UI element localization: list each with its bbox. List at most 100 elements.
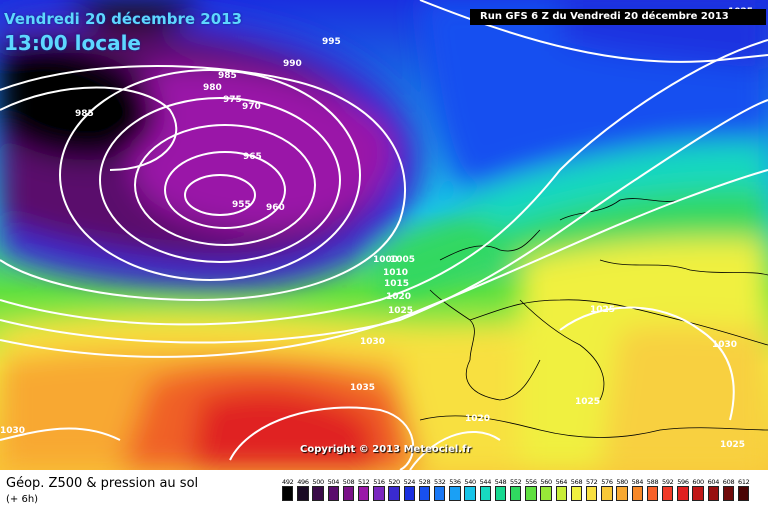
scale-step: 496 — [297, 478, 309, 501]
scale-step-label: 496 — [297, 478, 309, 486]
scale-step-swatch — [707, 486, 719, 501]
isobar-label: 995 — [322, 37, 341, 47]
scale-step: 528 — [418, 478, 431, 501]
isobar-label: 1030 — [0, 426, 25, 436]
scale-step-label: 564 — [555, 478, 568, 486]
scale-step-swatch — [555, 486, 567, 501]
scale-step-swatch — [479, 486, 491, 501]
scale-step: 560 — [540, 478, 552, 501]
scale-step-label: 544 — [479, 478, 492, 486]
scale-step-swatch — [722, 486, 735, 501]
scale-step-swatch — [738, 486, 750, 501]
scale-step-swatch — [586, 486, 598, 501]
scale-step: 508 — [342, 478, 355, 501]
scale-step: 588 — [646, 478, 659, 501]
scale-step-label: 600 — [692, 478, 704, 486]
scale-step-swatch — [403, 486, 415, 501]
scale-step-swatch — [510, 486, 522, 501]
scale-step-swatch — [312, 486, 324, 501]
scale-step-label: 512 — [358, 478, 370, 486]
map-time-title: 13:00 locale — [4, 31, 141, 55]
scale-step-label: 520 — [388, 478, 400, 486]
scale-step-swatch — [297, 486, 309, 501]
scale-step: 572 — [586, 478, 598, 501]
weather-map: 995 990 985 980 975 970 985 965 955 960 1000 1005 10… — [0, 0, 768, 470]
scale-step-swatch — [540, 486, 552, 501]
isobar-label: 970 — [242, 102, 261, 112]
scale-step-label: 508 — [342, 478, 355, 486]
scale-step-label: 580 — [616, 478, 628, 486]
run-info-banner: Run GFS 6 Z du Vendredi 20 décembre 2013 — [470, 9, 766, 25]
scale-step-label: 540 — [464, 478, 476, 486]
scale-step-swatch — [373, 486, 385, 501]
scale-step-swatch — [570, 486, 583, 501]
scale-step: 512 — [358, 478, 370, 501]
isobar-label: 955 — [232, 200, 251, 210]
scale-step-swatch — [601, 486, 613, 501]
scale-step: 580 — [616, 478, 628, 501]
scale-step-swatch — [616, 486, 628, 501]
scale-step-label: 596 — [677, 478, 689, 486]
scale-step-label: 560 — [540, 478, 552, 486]
scale-step: 584 — [631, 478, 644, 501]
scale-step-label: 528 — [418, 478, 431, 486]
scale-step-label: 552 — [510, 478, 522, 486]
scale-step-swatch — [327, 486, 339, 501]
scale-step: 604 — [707, 478, 720, 501]
scale-step-swatch — [449, 486, 461, 501]
isobar-label: 1020 — [465, 414, 490, 424]
scale-step-label: 572 — [586, 478, 598, 486]
scale-step: 596 — [677, 478, 689, 501]
scale-step: 524 — [403, 478, 415, 501]
isobar-label: 1025 — [720, 440, 745, 450]
isobar-label: 985 — [75, 109, 94, 119]
scale-step: 504 — [327, 478, 340, 501]
scale-step-swatch — [646, 486, 659, 501]
isobar-label: 960 — [266, 203, 285, 213]
scale-step-label: 536 — [449, 478, 461, 486]
scale-step: 568 — [570, 478, 583, 501]
map-date-title: Vendredi 20 décembre 2013 — [4, 10, 243, 28]
isobar-label: 1015 — [384, 279, 409, 289]
scale-step-label: 608 — [722, 478, 735, 486]
scale-step-swatch — [631, 486, 643, 501]
scale-step-swatch — [662, 486, 674, 501]
scale-step: 500 — [312, 478, 324, 501]
scale-step-swatch — [677, 486, 689, 501]
scale-step-label: 504 — [327, 478, 340, 486]
scale-step: 544 — [479, 478, 492, 501]
isobar-label: 975 — [223, 95, 242, 105]
scale-step-label: 516 — [373, 478, 385, 486]
scale-step-label: 568 — [570, 478, 583, 486]
scale-step: 516 — [373, 478, 385, 501]
scale-step-label: 604 — [707, 478, 720, 486]
scale-step-swatch — [358, 486, 370, 501]
legend-footer: Géop. Z500 & pression au sol (+ 6h) 492 4… — [0, 470, 768, 512]
scale-step: 612 — [738, 478, 750, 501]
scale-step: 536 — [449, 478, 461, 501]
isobar-label: 1030 — [360, 337, 385, 347]
scale-step: 576 — [601, 478, 613, 501]
scale-step: 520 — [388, 478, 400, 501]
scale-step-swatch — [342, 486, 355, 501]
scale-step-swatch — [418, 486, 431, 501]
isobar-label: 1035 — [350, 383, 375, 393]
scale-step: 532 — [434, 478, 446, 501]
scale-step: 548 — [494, 478, 507, 501]
scale-step-swatch — [434, 486, 446, 501]
scale-step: 592 — [662, 478, 674, 501]
isobar-label: 1025 — [575, 397, 600, 407]
isobar-label: 1020 — [386, 292, 411, 302]
scale-step-label: 492 — [282, 478, 294, 486]
scale-step-swatch — [282, 486, 294, 501]
scale-step-label: 556 — [525, 478, 537, 486]
isobar-label: 990 — [283, 59, 302, 69]
copyright-notice: Copyright © 2013 Meteociel.fr — [300, 444, 472, 455]
scale-step-swatch — [525, 486, 537, 501]
isobar-label: 1000 — [373, 255, 398, 265]
isobar-label: 1010 — [383, 268, 408, 278]
scale-step-swatch — [464, 486, 476, 501]
scale-step: 540 — [464, 478, 476, 501]
scale-step-label: 584 — [631, 478, 644, 486]
